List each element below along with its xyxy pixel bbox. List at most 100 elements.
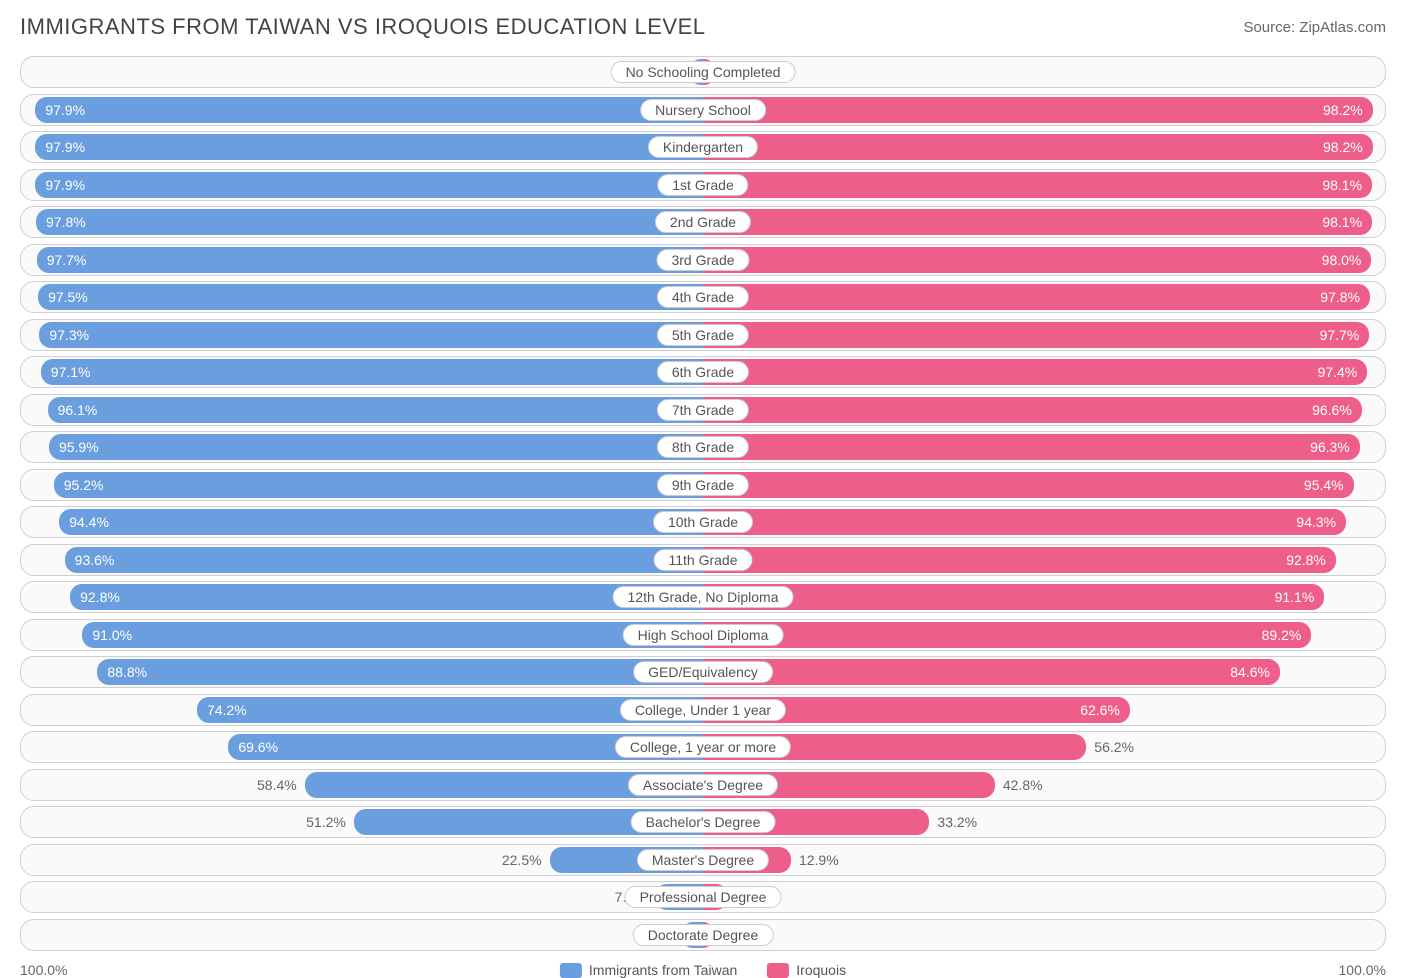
bar-left: 97.3% bbox=[39, 322, 703, 348]
value-right: 98.1% bbox=[1322, 177, 1362, 193]
bar-right: 97.4% bbox=[703, 359, 1367, 385]
chart-row: 22.5%12.9%Master's Degree bbox=[20, 844, 1386, 876]
chart-row: 88.8%84.6%GED/Equivalency bbox=[20, 656, 1386, 688]
bar-right: 98.2% bbox=[703, 97, 1373, 123]
chart-row: 97.3% 97.7% 5th Grade bbox=[20, 319, 1386, 351]
category-label: 11th Grade bbox=[653, 549, 752, 571]
value-right: 97.8% bbox=[1320, 289, 1360, 305]
chart-source: Source: ZipAtlas.com bbox=[1243, 19, 1386, 36]
value-left: 22.5% bbox=[502, 852, 542, 868]
value-right: 33.2% bbox=[937, 814, 977, 830]
chart-row: 58.4%42.8%Associate's Degree bbox=[20, 769, 1386, 801]
diverging-bar-chart: 2.1%1.9%No Schooling Completed97.9%98.2%… bbox=[0, 50, 1406, 951]
bar-left: 97.9% bbox=[35, 134, 703, 160]
legend-label-right: Iroquois bbox=[796, 962, 846, 978]
chart-row: 51.2% 33.2% Bachelor's Degree bbox=[20, 806, 1386, 838]
bar-left: 97.8% bbox=[36, 209, 703, 235]
chart-row: 93.6% 92.8% 11th Grade bbox=[20, 544, 1386, 576]
value-left: 97.9% bbox=[45, 102, 85, 118]
value-right: 96.6% bbox=[1312, 402, 1352, 418]
chart-row: 97.9% 98.2%Nursery School bbox=[20, 94, 1386, 126]
legend-label-left: Immigrants from Taiwan bbox=[589, 962, 737, 978]
bar-right: 98.1% bbox=[703, 172, 1372, 198]
value-right: 94.3% bbox=[1296, 514, 1336, 530]
category-label: Kindergarten bbox=[648, 136, 758, 158]
bar-right: 95.4% bbox=[703, 472, 1354, 498]
bar-right: 97.7% bbox=[703, 322, 1369, 348]
bar-right: 89.2% bbox=[703, 622, 1311, 648]
chart-row: 97.1%97.4%6th Grade bbox=[20, 356, 1386, 388]
value-right: 97.7% bbox=[1320, 327, 1360, 343]
chart-row: 91.0%89.2%High School Diploma bbox=[20, 619, 1386, 651]
bar-left: 93.6% bbox=[65, 547, 703, 573]
chart-row: 97.8%98.1%2nd Grade bbox=[20, 206, 1386, 238]
value-left: 97.7% bbox=[47, 252, 87, 268]
axis-right-end: 100.0% bbox=[1339, 962, 1386, 978]
value-right: 89.2% bbox=[1262, 627, 1302, 643]
bar-left: 92.8% bbox=[70, 584, 703, 610]
value-left: 97.8% bbox=[46, 214, 86, 230]
legend-item-right: Iroquois bbox=[767, 962, 846, 978]
bar-right: 98.2% bbox=[703, 134, 1373, 160]
bar-right: 84.6% bbox=[703, 659, 1280, 685]
value-right: 92.8% bbox=[1286, 552, 1326, 568]
category-label: 9th Grade bbox=[657, 474, 749, 496]
value-right: 98.2% bbox=[1323, 139, 1363, 155]
category-label: 5th Grade bbox=[657, 324, 749, 346]
bar-left: 97.9% bbox=[35, 172, 703, 198]
bar-right: 94.3% bbox=[703, 509, 1346, 535]
category-label: 3rd Grade bbox=[656, 249, 749, 271]
chart-row: 69.6%56.2%College, 1 year or more bbox=[20, 731, 1386, 763]
category-label: Bachelor's Degree bbox=[631, 811, 776, 833]
value-right: 62.6% bbox=[1080, 702, 1120, 718]
chart-row: 97.7% 98.0% 3rd Grade bbox=[20, 244, 1386, 276]
category-label: No Schooling Completed bbox=[611, 61, 796, 83]
category-label: 1st Grade bbox=[657, 174, 748, 196]
chart-row: 2.1%1.9%No Schooling Completed bbox=[20, 56, 1386, 88]
value-right: 96.3% bbox=[1310, 439, 1350, 455]
category-label: 7th Grade bbox=[657, 399, 749, 421]
bar-right: 92.8% bbox=[703, 547, 1336, 573]
category-label: Nursery School bbox=[640, 99, 766, 121]
bar-left: 88.8% bbox=[97, 659, 703, 685]
category-label: College, 1 year or more bbox=[615, 736, 791, 758]
legend-swatch-left bbox=[560, 963, 582, 978]
value-right: 98.0% bbox=[1322, 252, 1362, 268]
chart-title: IMMIGRANTS FROM TAIWAN VS IROQUOIS EDUCA… bbox=[20, 14, 705, 40]
bar-right: 97.8% bbox=[703, 284, 1370, 310]
bar-right: 98.1% bbox=[703, 209, 1372, 235]
chart-row: 95.9% 96.3% 8th Grade bbox=[20, 431, 1386, 463]
legend-swatch-right bbox=[767, 963, 789, 978]
bar-right: 96.3% bbox=[703, 434, 1360, 460]
chart-row: 74.2% 62.6% College, Under 1 year bbox=[20, 694, 1386, 726]
bar-left: 97.1% bbox=[41, 359, 703, 385]
chart-row: 97.9% 98.2% Kindergarten bbox=[20, 131, 1386, 163]
category-label: 8th Grade bbox=[657, 436, 749, 458]
value-left: 93.6% bbox=[75, 552, 115, 568]
value-right: 95.4% bbox=[1304, 477, 1344, 493]
category-label: 4th Grade bbox=[657, 286, 749, 308]
bar-left: 95.2% bbox=[54, 472, 703, 498]
value-left: 95.2% bbox=[64, 477, 104, 493]
category-label: Professional Degree bbox=[625, 886, 782, 908]
value-left: 94.4% bbox=[69, 514, 109, 530]
value-left: 97.5% bbox=[48, 289, 88, 305]
value-left: 97.3% bbox=[49, 327, 89, 343]
legend: Immigrants from Taiwan Iroquois bbox=[560, 962, 846, 978]
chart-row: 92.8%91.1%12th Grade, No Diploma bbox=[20, 581, 1386, 613]
category-label: Master's Degree bbox=[637, 849, 769, 871]
value-left: 74.2% bbox=[207, 702, 247, 718]
category-label: Associate's Degree bbox=[628, 774, 778, 796]
value-left: 92.8% bbox=[80, 589, 120, 605]
bar-left: 95.9% bbox=[49, 434, 703, 460]
category-label: College, Under 1 year bbox=[620, 699, 786, 721]
value-right: 98.1% bbox=[1322, 214, 1362, 230]
chart-row: 97.5% 97.8% 4th Grade bbox=[20, 281, 1386, 313]
bar-left: 97.7% bbox=[37, 247, 703, 273]
value-right: 97.4% bbox=[1318, 364, 1358, 380]
value-right: 56.2% bbox=[1094, 739, 1134, 755]
value-left: 51.2% bbox=[306, 814, 346, 830]
value-left: 97.9% bbox=[45, 177, 85, 193]
chart-row: 3.2%1.6%Doctorate Degree bbox=[20, 919, 1386, 951]
bar-right: 91.1% bbox=[703, 584, 1324, 610]
